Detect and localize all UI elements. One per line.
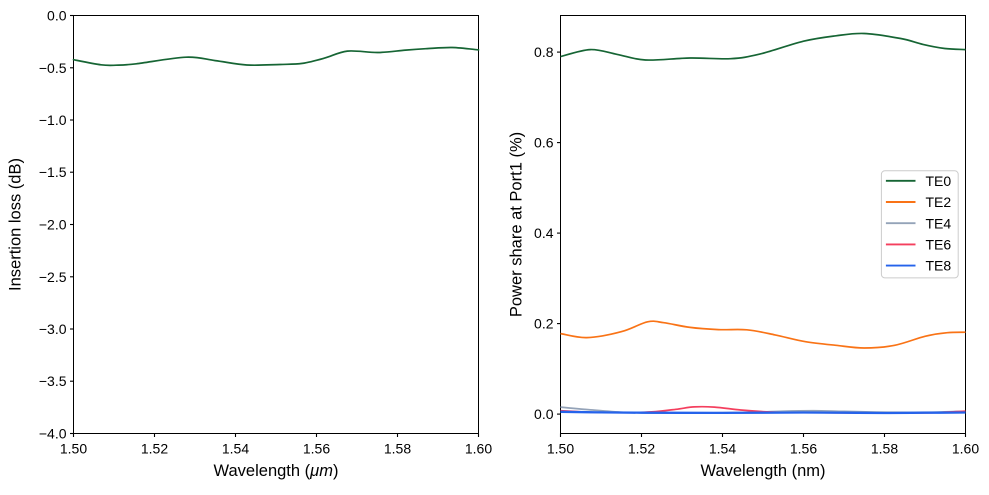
- svg-text:0.0: 0.0: [47, 8, 67, 24]
- svg-text:0.4: 0.4: [534, 225, 554, 241]
- svg-text:0.8: 0.8: [534, 44, 554, 60]
- svg-text:−0.5: −0.5: [39, 60, 67, 76]
- svg-text:−2.0: −2.0: [39, 217, 67, 233]
- svg-text:TE0: TE0: [926, 173, 952, 189]
- svg-text:TE8: TE8: [926, 258, 952, 274]
- svg-text:Power share at Port1 (%): Power share at Port1 (%): [508, 132, 526, 317]
- svg-text:1.56: 1.56: [303, 441, 330, 457]
- svg-text:TE2: TE2: [926, 194, 952, 210]
- svg-text:1.54: 1.54: [222, 441, 249, 457]
- svg-text:−4.0: −4.0: [39, 426, 67, 442]
- svg-text:−1.5: −1.5: [39, 164, 67, 180]
- svg-text:0.2: 0.2: [534, 316, 554, 332]
- svg-text:1.56: 1.56: [790, 441, 817, 457]
- svg-text:−1.0: −1.0: [39, 112, 67, 128]
- svg-text:TE6: TE6: [926, 237, 952, 253]
- svg-text:1.58: 1.58: [384, 441, 411, 457]
- svg-text:1.60: 1.60: [465, 441, 492, 457]
- svg-text:−3.5: −3.5: [39, 373, 67, 389]
- svg-text:1.60: 1.60: [952, 441, 979, 457]
- svg-text:Wavelength (nm): Wavelength (nm): [700, 462, 825, 480]
- svg-text:1.54: 1.54: [709, 441, 736, 457]
- svg-text:TE4: TE4: [926, 215, 952, 231]
- svg-text:Wavelength (μm): Wavelength (μm): [214, 462, 339, 480]
- svg-text:0.6: 0.6: [534, 135, 554, 151]
- svg-text:1.52: 1.52: [628, 441, 655, 457]
- svg-text:1.50: 1.50: [547, 441, 574, 457]
- svg-text:−3.0: −3.0: [39, 321, 67, 337]
- svg-text:1.58: 1.58: [871, 441, 898, 457]
- svg-text:−2.5: −2.5: [39, 269, 67, 285]
- svg-text:Insertion loss (dB): Insertion loss (dB): [7, 158, 25, 291]
- svg-text:0.0: 0.0: [534, 406, 554, 422]
- svg-text:1.52: 1.52: [141, 441, 168, 457]
- svg-text:1.50: 1.50: [60, 441, 87, 457]
